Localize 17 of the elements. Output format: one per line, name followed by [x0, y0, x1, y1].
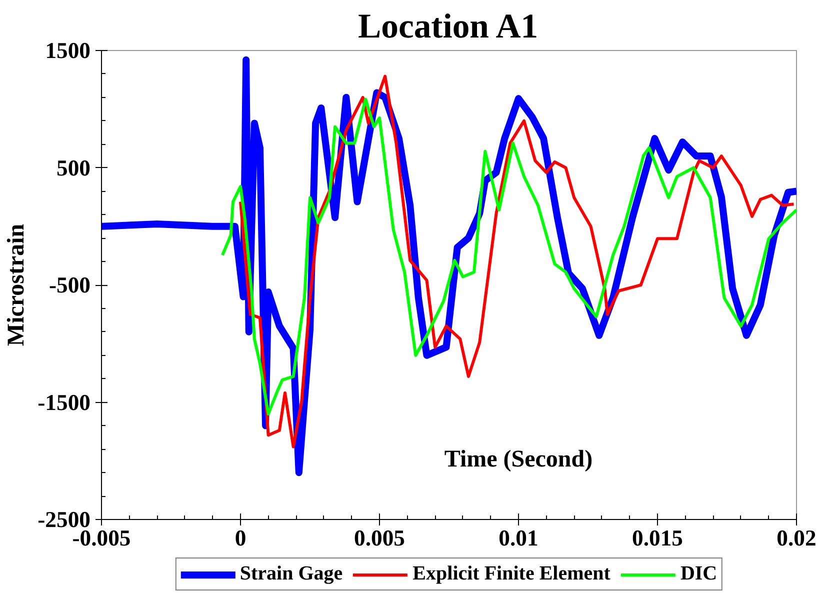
y-tick-label: -1500 [38, 390, 90, 415]
y-tick-label: 500 [56, 155, 90, 180]
line-series [239, 74, 796, 448]
line-series [220, 98, 796, 416]
y-tick-label: -500 [48, 272, 90, 298]
x-tick-label: 0 [234, 526, 246, 550]
x-tick-label: 0.01 [498, 526, 538, 550]
x-axis-title: Time (Second) [444, 446, 593, 473]
y-axis-title: Microstrain [4, 224, 30, 346]
legend-label: Strain Gage [240, 562, 343, 586]
y-tick-label: 1500 [45, 38, 90, 63]
x-tick-label: 0.005 [354, 526, 405, 550]
x-tick-label: 0.02 [776, 526, 816, 550]
legend-label: DIC [680, 562, 718, 586]
chart-title: Location A1 [358, 8, 538, 46]
legend-label: Explicit Finite Element [412, 562, 610, 586]
x-tick-label: 0.015 [632, 526, 683, 550]
